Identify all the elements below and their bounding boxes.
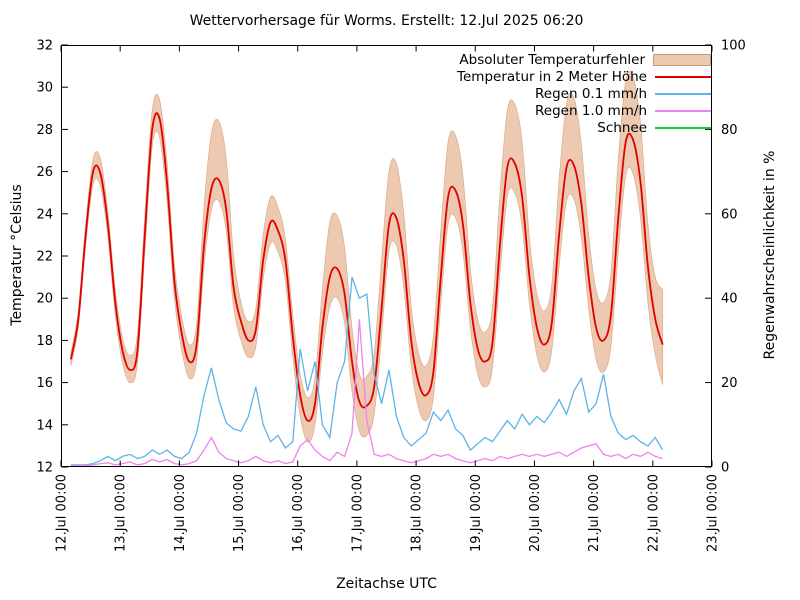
- x-tick-label: 21.Jul 00:00: [587, 474, 602, 552]
- x-tick-label: 13.Jul 00:00: [114, 474, 129, 552]
- rain-10-line-swatch: [655, 109, 711, 112]
- legend: Absoluter Temperaturfehler Temperatur in…: [457, 51, 711, 136]
- y-left-tick-label: 24: [36, 207, 53, 222]
- legend-item-rain-01: Regen 0.1 mm/h: [457, 85, 711, 102]
- legend-label: Absoluter Temperaturfehler: [459, 51, 645, 68]
- x-tick-label: 18.Jul 00:00: [410, 474, 425, 552]
- x-tick-label: 17.Jul 00:00: [350, 474, 365, 552]
- x-axis-label: Zeitachse UTC: [336, 576, 437, 592]
- temperature-error-band-swatch: [653, 53, 711, 66]
- x-tick-label: 15.Jul 00:00: [232, 474, 247, 552]
- chart-title: Wettervorhersage für Worms. Erstellt: 12…: [189, 13, 584, 29]
- y-left-tick-label: 28: [36, 123, 53, 138]
- y-left-tick-label: 12: [36, 461, 53, 476]
- y-right-tick-label: 80: [721, 123, 738, 138]
- x-tick-label: 23.Jul 00:00: [706, 474, 721, 552]
- legend-label: Regen 0.1 mm/h: [535, 85, 647, 102]
- y-left-tick-label: 30: [36, 81, 53, 96]
- y-left-tick-label: 14: [36, 418, 53, 433]
- y-left-tick-label: 18: [36, 334, 53, 349]
- y-right-tick-label: 0: [721, 461, 729, 476]
- x-tick-label: 20.Jul 00:00: [528, 474, 543, 552]
- y-right-tick-label: 40: [721, 292, 738, 307]
- legend-item-snow: Schnee: [457, 119, 711, 136]
- y-left-tick-label: 16: [36, 376, 53, 391]
- legend-label: Schnee: [597, 119, 647, 136]
- rain-01-line-swatch: [655, 92, 711, 95]
- temperature-line: [69, 112, 664, 422]
- legend-label: Temperatur in 2 Meter Höhe: [457, 68, 647, 85]
- y-left-tick-label: 32: [36, 39, 53, 54]
- x-tick-label: 22.Jul 00:00: [646, 474, 661, 552]
- rain-10-line: [70, 319, 663, 467]
- temperature-line-swatch: [655, 75, 711, 78]
- legend-item-rain-10: Regen 1.0 mm/h: [457, 102, 711, 119]
- y-left-tick-label: 20: [36, 292, 53, 307]
- y-axis-label-right: Regenwahrscheinlichkeit in %: [762, 150, 778, 360]
- x-tick-label: 16.Jul 00:00: [291, 474, 306, 552]
- y-right-tick-label: 60: [721, 207, 738, 222]
- x-tick-label: 19.Jul 00:00: [469, 474, 484, 552]
- x-tick-label: 12.Jul 00:00: [55, 474, 70, 552]
- x-tick-label: 14.Jul 00:00: [173, 474, 188, 552]
- legend-label: Regen 1.0 mm/h: [535, 102, 647, 119]
- snow-line-swatch: [655, 126, 711, 129]
- y-right-tick-label: 100: [721, 39, 746, 54]
- y-left-tick-label: 22: [36, 250, 53, 265]
- y-right-tick-label: 20: [721, 376, 738, 391]
- legend-item-temperature-error: Absoluter Temperaturfehler: [457, 51, 711, 68]
- rain-01-line: [70, 276, 664, 466]
- legend-item-temperature: Temperatur in 2 Meter Höhe: [457, 68, 711, 85]
- y-left-tick-label: 26: [36, 165, 53, 180]
- y-axis-label-left: Temperatur °Celsius: [9, 184, 25, 326]
